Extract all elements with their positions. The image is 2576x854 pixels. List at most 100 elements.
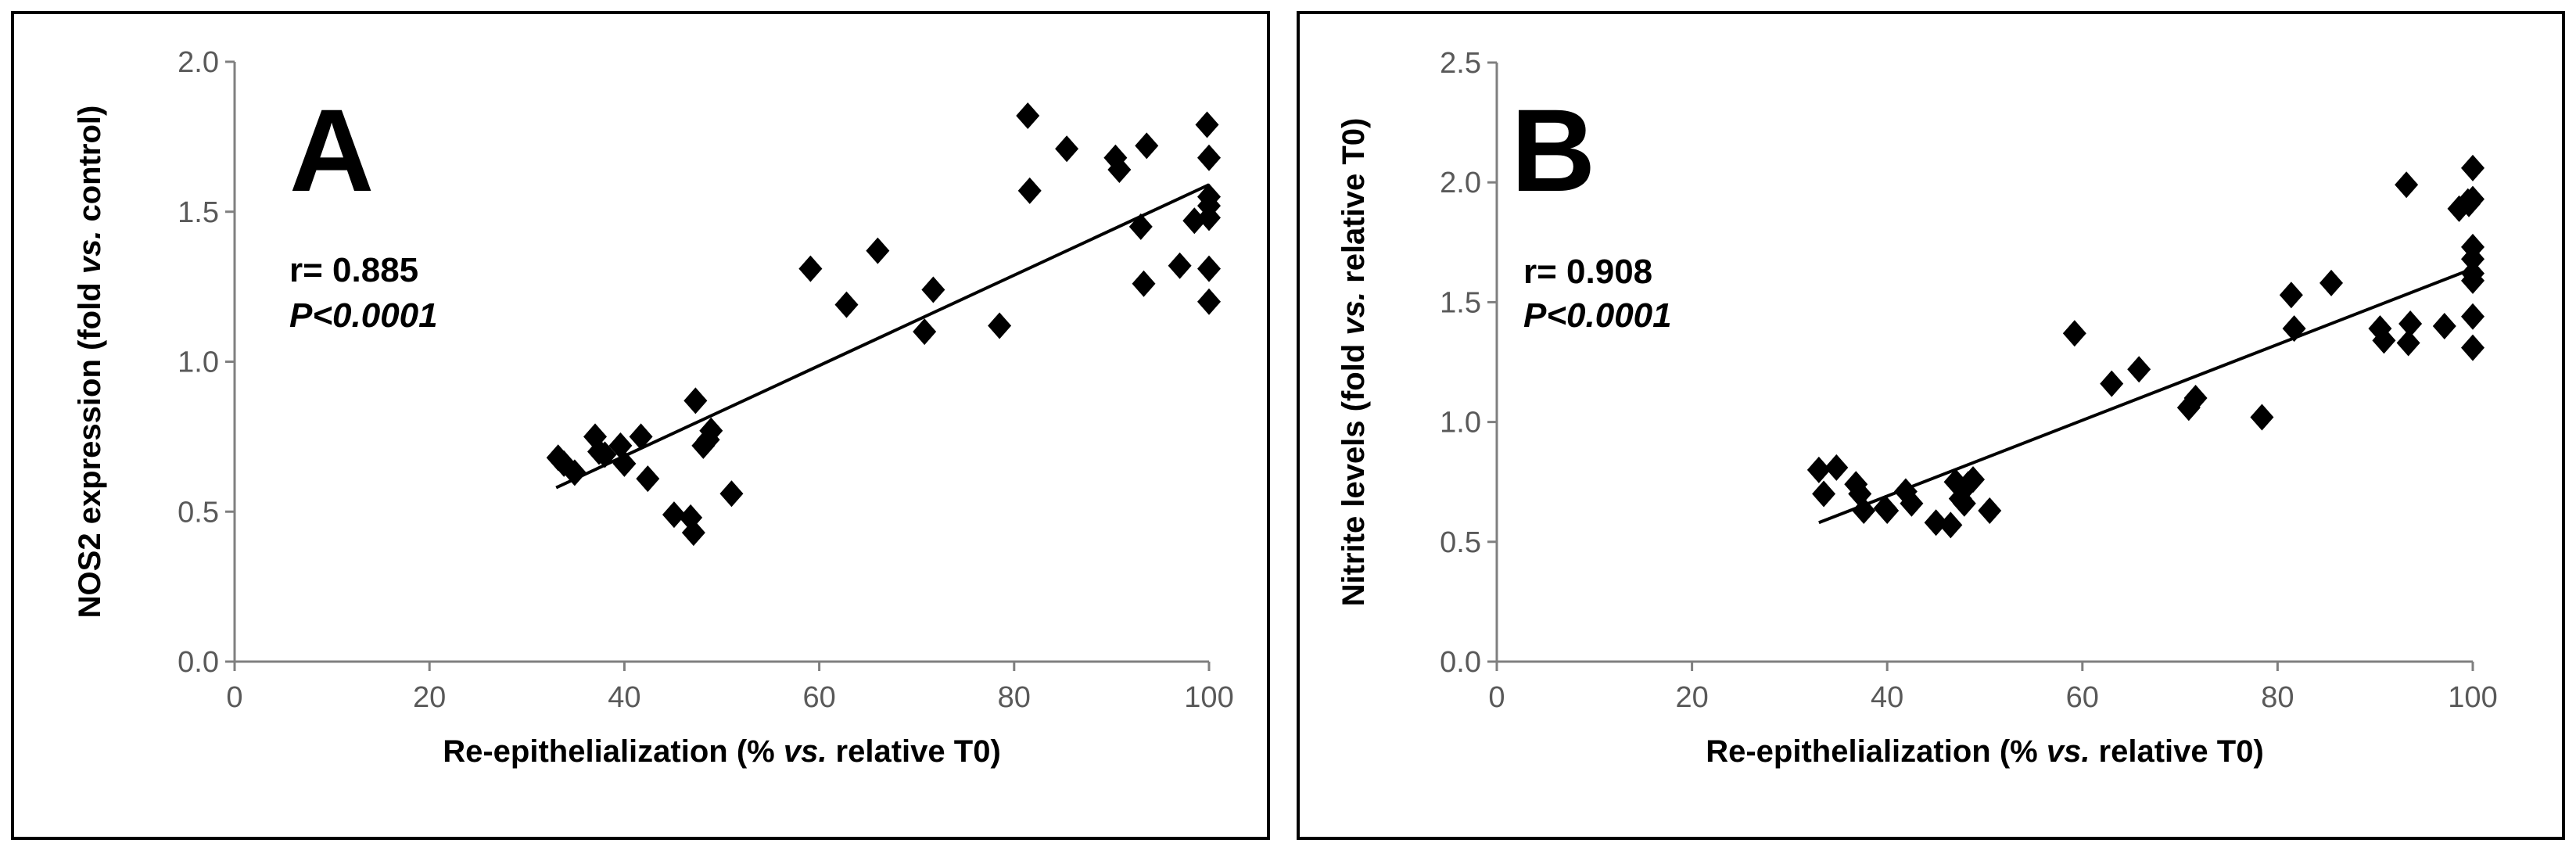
data-point: [683, 387, 708, 414]
data-point: [1900, 490, 1924, 517]
x-tick-label: 80: [2261, 681, 2294, 714]
x-tick-label: 0: [1488, 681, 1505, 714]
x-tick-label: 60: [802, 681, 835, 714]
data-point: [1107, 156, 1132, 184]
data-point: [2100, 370, 2124, 397]
data-point: [2398, 310, 2423, 337]
data-point: [1852, 497, 1876, 524]
data-point: [2127, 356, 2151, 383]
x-tick-label: 40: [608, 681, 640, 714]
y-tick-label: 2.0: [1440, 167, 1481, 199]
data-point: [608, 432, 633, 459]
data-point: [2461, 303, 2485, 330]
y-tick-label: 2.5: [1440, 47, 1481, 80]
data-point: [1132, 270, 1156, 297]
y-tick-label: 1.0: [1440, 407, 1481, 440]
x-tick-label: 60: [2066, 681, 2099, 714]
data-point: [1806, 456, 1831, 483]
data-point: [1197, 255, 1221, 282]
data-point: [1875, 497, 1900, 524]
data-point: [2461, 246, 2485, 273]
data-point: [866, 237, 890, 264]
p-value-label: P<0.0001: [289, 296, 438, 335]
data-point: [699, 417, 723, 444]
data-point: [1824, 454, 1849, 481]
data-point: [1195, 111, 1219, 138]
panel-letter: B: [1511, 84, 1595, 216]
correlation-r-label: r= 0.908: [1523, 253, 1652, 291]
data-point: [2062, 320, 2086, 347]
data-point: [2183, 384, 2208, 411]
data-point: [2372, 327, 2396, 354]
data-point: [719, 480, 744, 508]
y-tick-label: 0.5: [1440, 526, 1481, 559]
data-point: [2461, 267, 2485, 294]
data-point: [1961, 466, 1986, 493]
x-tick-label: 20: [413, 681, 446, 714]
data-point: [1017, 177, 1042, 204]
y-tick-label: 0.0: [178, 646, 219, 679]
data-point: [1978, 497, 2002, 524]
data-point: [636, 465, 660, 493]
panel-letter: A: [289, 84, 374, 216]
data-point: [2395, 171, 2419, 199]
y-axis-title: Nitrite levels (fold vs. relative T0): [1336, 118, 1371, 607]
x-axis-title: Re-epithelialization (% vs. relative T0): [443, 734, 1001, 769]
data-point: [798, 255, 823, 282]
data-point: [1055, 135, 1079, 163]
data-point: [662, 501, 686, 529]
x-tick-label: 40: [1871, 681, 1903, 714]
data-point: [1197, 144, 1221, 171]
data-point: [2461, 154, 2485, 181]
x-tick-label: 100: [1184, 681, 1233, 714]
data-point: [681, 519, 705, 547]
data-point: [2250, 404, 2274, 431]
data-point: [2279, 282, 2303, 309]
data-point: [988, 312, 1012, 339]
y-tick-label: 1.0: [178, 346, 219, 379]
data-point: [1182, 207, 1207, 235]
x-axis-title: Re-epithelialization (% vs. relative T0): [1706, 734, 2264, 769]
data-point: [629, 423, 653, 450]
trend-line: [1818, 267, 2474, 525]
data-point: [1924, 509, 1948, 536]
x-tick-label: 100: [2448, 681, 2497, 714]
panel-b: 0.0 0.5 1.0 1.5 2.0 2.5 0 20 40 60 80 100 Re-epithel…: [1297, 11, 2565, 840]
correlation-r-label: r= 0.885: [289, 251, 418, 289]
panel-a: 0.0 0.5 1.0 1.5 2.0 0 20 40 60 80 100 Re-epithelial…: [11, 11, 1270, 840]
data-point: [1128, 213, 1153, 240]
y-tick-label: 0.0: [1440, 646, 1481, 679]
data-point: [1016, 102, 1040, 130]
data-point: [913, 318, 937, 346]
data-point: [921, 276, 945, 303]
data-point: [1812, 480, 1836, 508]
data-point: [2282, 315, 2306, 343]
data-point: [1197, 288, 1221, 315]
p-value-label: P<0.0001: [1523, 296, 1672, 335]
data-point: [1952, 490, 1976, 517]
data-point: [1197, 204, 1221, 231]
data-point: [1943, 468, 1968, 496]
data-point: [1939, 511, 1963, 539]
data-point: [2432, 313, 2456, 340]
x-tick-label: 20: [1675, 681, 1708, 714]
data-point: [834, 291, 859, 318]
data-point: [2396, 329, 2420, 357]
x-tick-label: 0: [226, 681, 242, 714]
y-tick-label: 1.5: [178, 196, 219, 229]
y-axis-title: NOS2 expression (fold vs. control): [73, 106, 107, 619]
scatter-chart-b: 0.0 0.5 1.0 1.5 2.0 2.5 0 20 40 60 80 100 Re-epithel…: [1336, 47, 2498, 769]
y-tick-label: 2.0: [178, 46, 219, 79]
data-point: [2319, 269, 2344, 296]
data-point: [1893, 478, 1918, 505]
y-tick-label: 0.5: [178, 496, 219, 529]
scatter-chart-a: 0.0 0.5 1.0 1.5 2.0 0 20 40 60 80 100 Re-epithelial…: [73, 46, 1234, 769]
data-point: [2461, 334, 2485, 361]
y-tick-label: 1.5: [1440, 286, 1481, 319]
x-tick-label: 80: [998, 681, 1031, 714]
data-point: [1168, 252, 1192, 279]
data-point: [562, 459, 587, 486]
data-point: [593, 441, 617, 468]
trend-line: [555, 183, 1210, 490]
data-point: [612, 450, 637, 477]
